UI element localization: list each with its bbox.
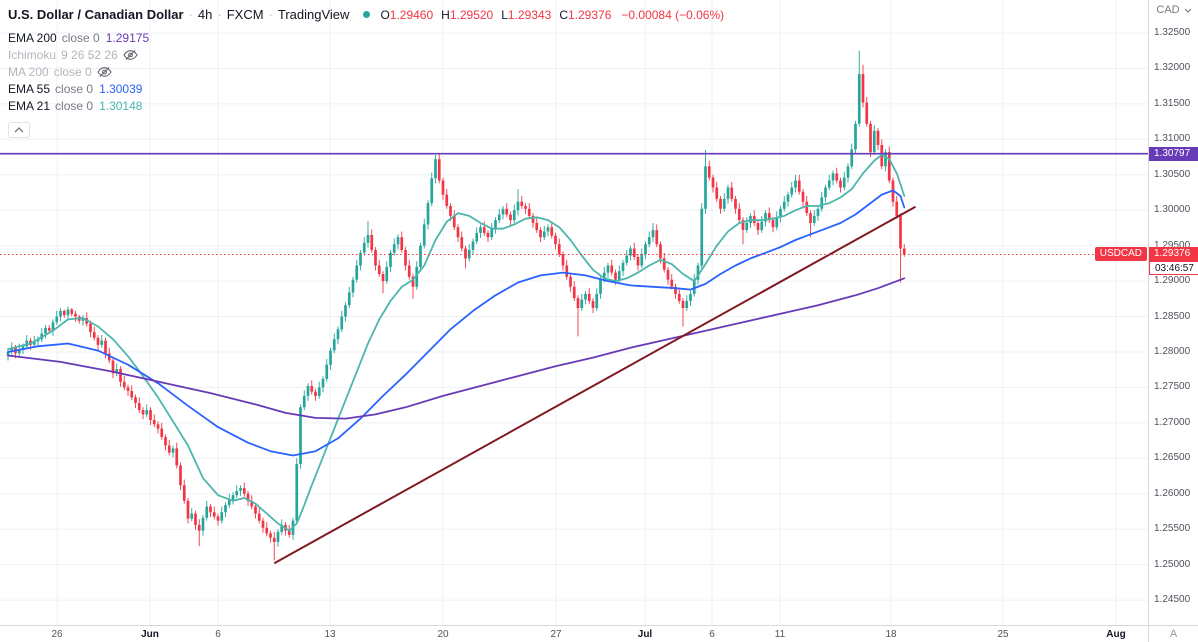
- price-tick-label: 1.25500: [1154, 523, 1191, 535]
- indicator-value: 1.30148: [99, 98, 143, 113]
- auto-scale-button[interactable]: A: [1169, 628, 1178, 640]
- open-value: 1.29460: [389, 7, 434, 22]
- price-tick-label: 1.26500: [1154, 452, 1191, 464]
- time-axis-label: Aug: [1106, 629, 1126, 640]
- price-tick-label: 1.30000: [1154, 204, 1191, 216]
- chevron-up-icon: [14, 127, 24, 133]
- indicator-params: close 0: [55, 98, 94, 113]
- last-price-label: 1.29376: [1149, 247, 1198, 262]
- ohlc-readout: O1.29460 H1.29520 L1.29343 C1.29376 −0.0…: [380, 8, 724, 22]
- price-tick-label: 1.31500: [1154, 97, 1191, 109]
- chart-canvas[interactable]: [0, 0, 1148, 625]
- price-tick-label: 1.27000: [1154, 416, 1191, 428]
- price-tick-label: 1.24500: [1154, 594, 1191, 606]
- currency-label: CAD: [1156, 4, 1180, 16]
- indicators-legend: EMA 200 close 0 1.29175 Ichimoku 9 26 52…: [8, 29, 149, 138]
- price-tick-label: 1.30500: [1154, 168, 1191, 180]
- separator-dot: ·: [188, 7, 193, 22]
- eye-hidden-icon[interactable]: [123, 49, 138, 61]
- time-axis-label: 6: [709, 629, 715, 640]
- price-tick-label: 1.32000: [1154, 62, 1191, 74]
- time-axis-label: 18: [885, 629, 897, 640]
- price-tick-label: 1.28500: [1154, 310, 1191, 322]
- separator-dot: ·: [217, 7, 222, 22]
- market-status-dot: [363, 11, 371, 18]
- symbol-title[interactable]: U.S. Dollar / Canadian Dollar: [8, 7, 184, 22]
- price-change: −0.00084 (−0.06%): [621, 7, 725, 22]
- platform-label: TradingView: [277, 7, 350, 22]
- time-axis-label: 11: [774, 629, 786, 640]
- close-value: 1.29376: [567, 7, 612, 22]
- legend-item-ichimoku[interactable]: Ichimoku 9 26 52 26: [8, 46, 149, 63]
- indicator-params: close 0: [53, 64, 92, 79]
- indicator-title: Ichimoku: [8, 47, 57, 62]
- price-tick-label: 1.31000: [1154, 133, 1191, 145]
- indicator-title: EMA 200: [8, 30, 57, 45]
- close-label: C: [559, 7, 568, 22]
- trendline: [273, 205, 916, 565]
- indicator-title: EMA 55: [8, 81, 51, 96]
- chart-header: U.S. Dollar / Canadian Dollar · 4h · FXC…: [8, 7, 724, 22]
- grid-lines: [0, 0, 1148, 625]
- interval-label[interactable]: 4h: [197, 7, 213, 22]
- price-tick-label: 1.27500: [1154, 381, 1191, 393]
- price-tick-label: 1.26000: [1154, 487, 1191, 499]
- collapse-legend-button[interactable]: [8, 122, 30, 138]
- candles-layer: [6, 50, 906, 561]
- time-axis-label: 26: [51, 629, 63, 640]
- legend-item-ema200[interactable]: EMA 200 close 0 1.29175: [8, 29, 149, 46]
- time-axis-label: 20: [437, 629, 449, 640]
- legend-item-ema21[interactable]: EMA 21 close 0 1.30148: [8, 97, 149, 114]
- axis-corner: A: [1148, 625, 1198, 642]
- moving-average-lines: [7, 154, 906, 532]
- legend-item-ema55[interactable]: EMA 55 close 0 1.30039: [8, 80, 149, 97]
- indicator-value: 1.29175: [105, 30, 150, 45]
- low-label: L: [501, 7, 508, 22]
- currency-selector[interactable]: CAD: [1149, 4, 1198, 16]
- legend-item-ma200[interactable]: MA 200 close 0: [8, 63, 149, 80]
- indicator-title: EMA 21: [8, 98, 51, 113]
- high-value: 1.29520: [449, 7, 494, 22]
- low-value: 1.29343: [507, 7, 552, 22]
- price-tick-label: 1.29000: [1154, 275, 1191, 287]
- exchange-label[interactable]: FXCM: [226, 7, 264, 22]
- indicator-params: close 0: [55, 81, 94, 96]
- symbol-price-tag: USDCAD: [1094, 247, 1147, 262]
- time-axis-label: 25: [997, 629, 1009, 640]
- price-tick-label: 1.28000: [1154, 345, 1191, 357]
- price-tick-label: 1.32500: [1154, 27, 1191, 39]
- price-tick-label: 1.25000: [1154, 558, 1191, 570]
- horizontal-line-price-label: 1.30797: [1149, 146, 1198, 161]
- time-axis[interactable]: 26 Jun 6 13 20 27 Jul 6 11 18 25 Aug: [0, 625, 1148, 642]
- indicator-params: 9 26 52 26: [61, 47, 118, 62]
- separator-dot: ·: [268, 7, 273, 22]
- high-label: H: [441, 7, 450, 22]
- eye-hidden-icon[interactable]: [97, 66, 112, 78]
- indicator-title: MA 200: [8, 64, 49, 79]
- indicator-params: close 0: [61, 30, 100, 45]
- time-axis-label: Jul: [637, 629, 653, 640]
- indicator-value: 1.30039: [99, 81, 143, 96]
- price-tick-label: 1.29500: [1154, 239, 1191, 251]
- time-axis-label: 6: [215, 629, 221, 640]
- time-axis-label: 27: [550, 629, 562, 640]
- open-label: O: [380, 7, 390, 22]
- time-axis-label: Jun: [141, 629, 159, 640]
- candle-countdown: 03:46:57: [1149, 261, 1198, 276]
- price-axis[interactable]: CAD 1.30797 1.29376 03:46:57 1.32500 1.32…: [1148, 0, 1198, 625]
- time-axis-label: 13: [324, 629, 336, 640]
- chevron-down-icon: [1184, 8, 1192, 13]
